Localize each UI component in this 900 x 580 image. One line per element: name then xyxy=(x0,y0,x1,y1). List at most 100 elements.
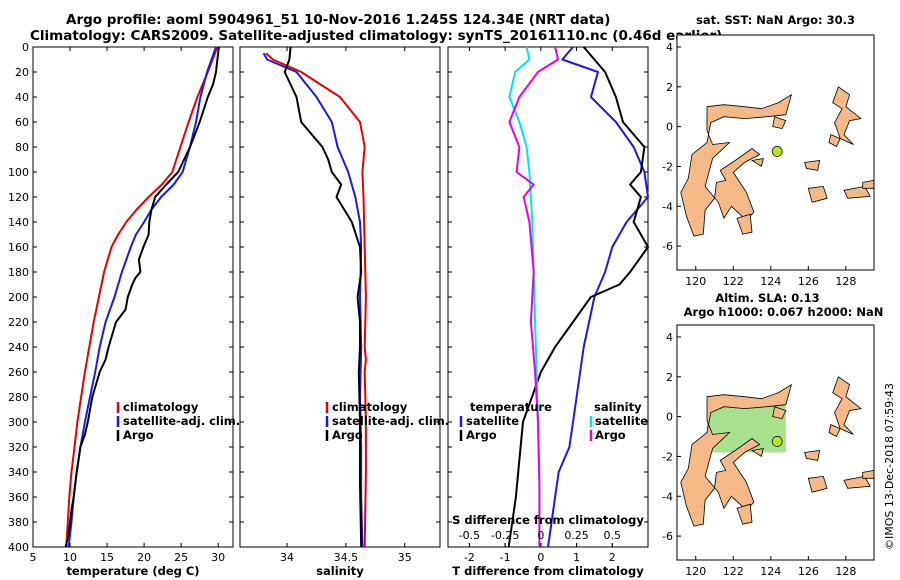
legend-entry: temperature xyxy=(470,400,552,414)
land-polygon xyxy=(832,376,862,435)
y-tick-label: 280 xyxy=(8,391,29,404)
land-polygon xyxy=(736,503,753,525)
map-y-tick-label: 4 xyxy=(666,41,673,54)
land-polygon xyxy=(804,450,821,461)
y-tick-label: 300 xyxy=(8,416,29,429)
y-tick-label: 100 xyxy=(8,166,29,179)
map-y-tick-label: 2 xyxy=(666,81,673,94)
map-y-tick-label: -2 xyxy=(662,450,673,463)
y-tick-label: 360 xyxy=(8,491,29,504)
argo-location-marker xyxy=(771,436,783,447)
map-x-tick-label: 124 xyxy=(760,275,781,288)
land-polygon xyxy=(736,213,753,235)
land-polygon xyxy=(750,157,764,168)
x-tick-label: -1 xyxy=(500,551,511,564)
x-tick-label: 10 xyxy=(63,551,77,564)
x-tick-label: 34 xyxy=(280,551,294,564)
s-tick-label: -0.5 xyxy=(459,529,480,542)
map-y-tick-label: 0 xyxy=(666,121,673,134)
land-polygon xyxy=(772,116,787,130)
y-tick-label: 140 xyxy=(8,216,29,229)
legend-entry: climatology xyxy=(123,400,199,414)
land-polygon xyxy=(828,134,841,148)
profile-panel-1: 0 20 40 60 80 100 120 140 160 180 200 220 240 260 280 3… xyxy=(8,41,240,578)
series-line-s-satellite xyxy=(508,46,541,547)
series-line-t-argo xyxy=(507,46,649,548)
x-axis-label: T difference from climatology xyxy=(452,564,644,578)
argo-location-marker xyxy=(771,146,783,157)
map-subtitle: Argo h1000: 0.067 h2000: NaN xyxy=(684,305,884,319)
y-tick-label: 60 xyxy=(15,116,29,129)
series-line-argo xyxy=(283,46,363,548)
legend-entry: satellite-adj. clim. xyxy=(123,414,240,428)
map-y-tick-label: -6 xyxy=(662,530,673,543)
y-tick-label: 260 xyxy=(8,366,29,379)
series-line-satellite-adj-clim- xyxy=(67,46,217,548)
map-y-tick-label: 4 xyxy=(666,331,673,344)
x-tick-label: -2 xyxy=(464,551,475,564)
x-tick-label: 1 xyxy=(573,551,580,564)
land-polygon xyxy=(804,160,821,171)
land-polygon xyxy=(680,383,793,527)
map-x-tick-label: 122 xyxy=(723,275,744,288)
s-tick-label: 0.25 xyxy=(564,529,589,542)
map-frame xyxy=(676,34,875,271)
x-axis-label: temperature (deg C) xyxy=(66,564,199,578)
plot-frame xyxy=(32,46,234,548)
x-tick-label: 20 xyxy=(137,551,151,564)
land-polygon xyxy=(807,475,828,493)
map-x-tick-label: 120 xyxy=(685,275,706,288)
y-tick-label: 80 xyxy=(15,141,29,154)
land-polygon xyxy=(772,406,787,420)
land-polygon xyxy=(828,424,841,438)
s-tick-label: 0 xyxy=(537,529,544,542)
legend-entry: satellite xyxy=(595,414,648,428)
legend-entry: salinity xyxy=(594,400,642,414)
land-polygon xyxy=(832,86,862,145)
map-y-tick-label: 0 xyxy=(666,411,673,424)
profile-panel-2: 34 34.5 35 salinity climatologysatellite-adj… xyxy=(239,46,449,578)
y-tick-label: 180 xyxy=(8,266,29,279)
y-tick-label: 120 xyxy=(8,191,29,204)
map-y-tick-label: -6 xyxy=(662,240,673,253)
map-x-tick-label: 122 xyxy=(723,565,744,578)
header-line-2: Climatology: CARS2009. Satellite-adjuste… xyxy=(30,28,723,44)
y-tick-label: 0 xyxy=(22,41,29,54)
land-polygon xyxy=(750,447,764,458)
legend-entry: Argo xyxy=(332,428,363,442)
y-tick-label: 40 xyxy=(15,91,29,104)
legend-entry: satellite-adj. clim. xyxy=(332,414,449,428)
y-tick-label: 160 xyxy=(8,241,29,254)
x-tick-label: 0 xyxy=(537,551,544,564)
y-tick-label: 220 xyxy=(8,316,29,329)
series-line-climatology xyxy=(65,46,219,548)
profile-panel-3: -2 -1 0 1 2T difference from climatology temp… xyxy=(447,46,649,578)
s-axis-label: S difference from climatology xyxy=(452,513,644,527)
land-polygon xyxy=(807,185,828,203)
map-x-tick-label: 126 xyxy=(798,275,819,288)
s-tick-label: -0.25 xyxy=(491,529,519,542)
land-polygon xyxy=(862,469,875,479)
legend-entry: Argo xyxy=(123,428,154,442)
series-line-t-satellite xyxy=(547,46,649,548)
x-tick-label: 15 xyxy=(100,551,114,564)
y-tick-label: 400 xyxy=(8,541,29,554)
s-tick-label: 0.5 xyxy=(604,529,622,542)
map-x-tick-label: 126 xyxy=(798,565,819,578)
header-line-1: Argo profile: aoml 5904961_51 10-Nov-201… xyxy=(66,12,611,28)
map-y-tick-label: 2 xyxy=(666,371,673,384)
x-tick-label: 35 xyxy=(398,551,412,564)
land-polygon xyxy=(680,93,793,237)
map-bottom: 120 122 124 126 128 4 2 0 -2 -4 -6 Altim. SLA: 0.13… xyxy=(662,291,883,578)
legend-entry: climatology xyxy=(332,400,408,414)
y-tick-label: 340 xyxy=(8,466,29,479)
x-axis-label: salinity xyxy=(316,564,364,578)
map-y-tick-label: -4 xyxy=(662,490,673,503)
map-y-tick-label: -2 xyxy=(662,160,673,173)
series-line-argo xyxy=(64,46,220,548)
plot-frame xyxy=(239,46,441,548)
x-tick-label: 34.5 xyxy=(334,551,359,564)
legend-entry: Argo xyxy=(466,428,497,442)
x-tick-label: 25 xyxy=(174,551,188,564)
